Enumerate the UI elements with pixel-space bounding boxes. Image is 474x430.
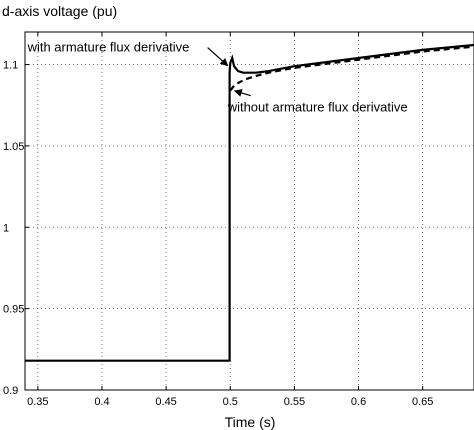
y-tick-label: 0.95	[3, 304, 24, 316]
y-tick-label: 0.9	[3, 385, 18, 397]
annotation-arrow	[207, 47, 229, 67]
y-tick-label: 1.1	[3, 60, 18, 72]
series-line-without-derivative	[229, 45, 474, 92]
tick-marks	[25, 32, 424, 391]
annotation-without-derivative: without armature flux derivative	[227, 100, 408, 115]
x-tick-label: 0.65	[412, 396, 433, 408]
tick-labels: 0.35 0.4 0.45 0.5 0.55 0.6 0.65 0.9 0.95 1 1.05 1.1	[3, 60, 433, 408]
x-axis-title: Time (s)	[225, 414, 276, 430]
series-lines	[25, 43, 474, 362]
annotation-with-derivative: with armature flux derivative	[27, 40, 190, 55]
grid-lines	[25, 32, 474, 391]
x-tick-label: 0.5	[223, 396, 238, 408]
y-tick-label: 1	[3, 222, 9, 234]
y-tick-label: 1.05	[3, 141, 24, 153]
x-tick-label: 0.6	[351, 396, 366, 408]
x-tick-label: 0.35	[27, 396, 48, 408]
x-tick-label: 0.45	[155, 396, 176, 408]
x-tick-label: 0.4	[94, 396, 109, 408]
annotations: with armature flux derivative without arm…	[27, 40, 408, 115]
y-axis-title: d-axis voltage (pu)	[2, 3, 117, 19]
series-line-with-derivative	[25, 43, 474, 362]
x-tick-label: 0.55	[284, 396, 305, 408]
plot-frame	[24, 31, 474, 391]
annotation-arrow	[233, 89, 251, 97]
